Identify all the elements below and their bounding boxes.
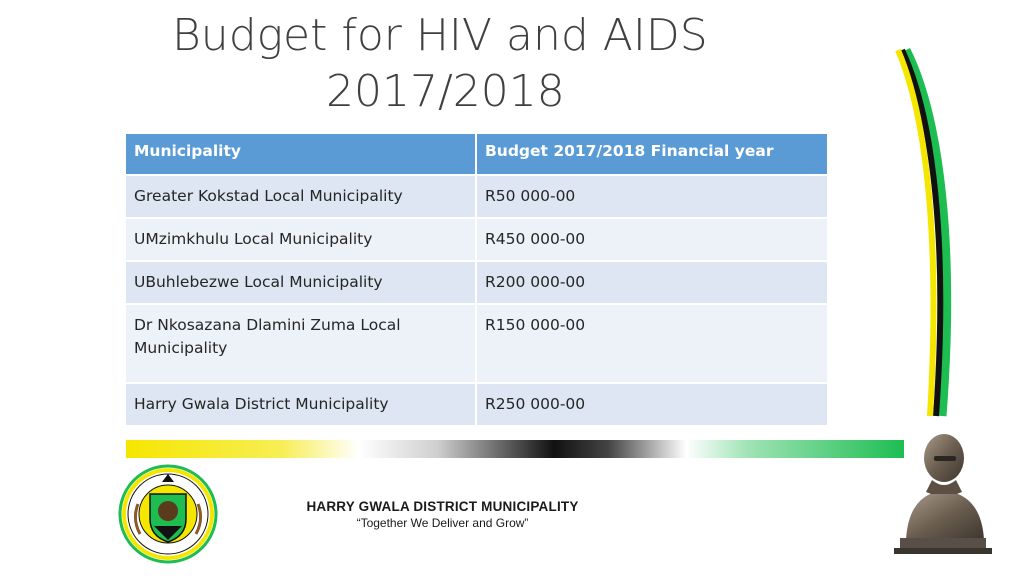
budget-cell: R50 000-00 [475, 175, 827, 219]
bust-statue-image [894, 434, 992, 554]
title-line-1: Budget for HIV and AIDS [172, 10, 708, 61]
header-budget: Budget 2017/2018 Financial year [475, 134, 827, 176]
footer: HARRY GWALA DISTRICT MUNICIPALITY “Toget… [270, 499, 615, 530]
table-row: Harry Gwala District Municipality R250 0… [126, 383, 827, 427]
table-row: Greater Kokstad Local Municipality R50 0… [126, 175, 827, 219]
municipal-crest-icon [118, 464, 218, 564]
footer-municipality-name: HARRY GWALA DISTRICT MUNICIPALITY [306, 499, 579, 514]
title-line-2: 2017/2018 [326, 66, 565, 117]
table-header-row: Municipality Budget 2017/2018 Financial … [126, 134, 827, 176]
table-row: UBuhlebezwe Local Municipality R200 000-… [126, 261, 827, 305]
flag-curve-decoration [895, 48, 952, 417]
footer-motto: “Together We Deliver and Grow” [356, 516, 529, 530]
municipality-cell: Dr Nkosazana Dlamini Zuma Local Municipa… [126, 304, 477, 384]
table-row: Dr Nkosazana Dlamini Zuma Local Municipa… [126, 304, 827, 384]
municipality-cell: UBuhlebezwe Local Municipality [126, 261, 477, 305]
header-municipality: Municipality [126, 134, 477, 176]
municipality-cell: Harry Gwala District Municipality [126, 383, 477, 427]
municipality-cell: Greater Kokstad Local Municipality [126, 175, 477, 219]
slide-title: Budget for HIV and AIDS 2017/2018 [130, 8, 770, 120]
table-row: UMzimkhulu Local Municipality R450 000-0… [126, 218, 827, 262]
budget-cell: R200 000-00 [475, 261, 827, 305]
budget-cell: R250 000-00 [475, 383, 827, 427]
municipality-cell: UMzimkhulu Local Municipality [126, 218, 477, 262]
budget-table: Municipality Budget 2017/2018 Financial … [126, 134, 827, 427]
budget-cell: R450 000-00 [475, 218, 827, 262]
flag-color-band [126, 440, 904, 458]
budget-cell: R150 000-00 [475, 304, 827, 384]
